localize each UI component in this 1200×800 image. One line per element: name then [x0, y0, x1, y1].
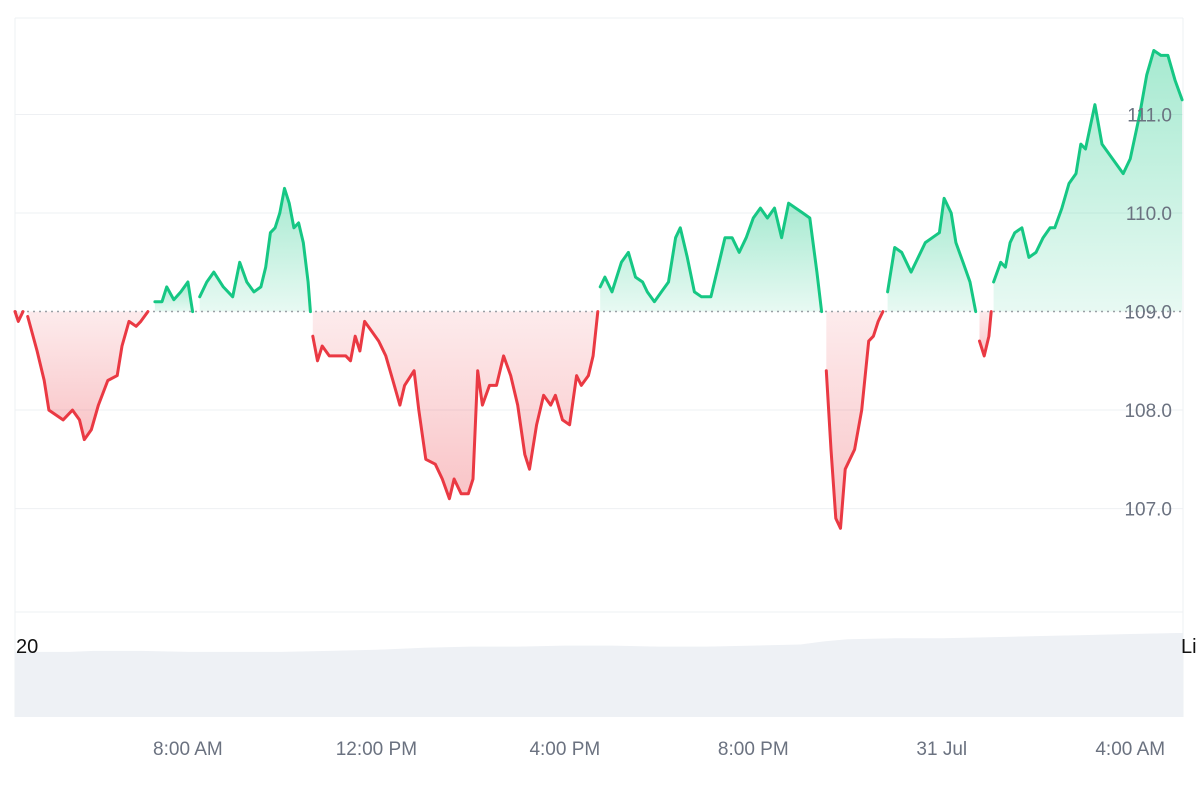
area-below-baseline	[27, 311, 148, 440]
volume-area	[15, 633, 1183, 717]
right-edge-label: Li	[1181, 636, 1197, 658]
x-tick-label: 12:00 PM	[336, 739, 417, 760]
y-axis-ticks: 111.0 110.0 109.0 108.0 107.0	[1124, 106, 1172, 521]
line-segment-down	[311, 310, 600, 501]
x-tick-label: 4:00 PM	[529, 739, 600, 760]
line-segment-up	[598, 201, 824, 314]
left-edge-label: 20	[16, 636, 38, 658]
y-tick-label: 111.0	[1127, 106, 1172, 127]
area-above-baseline	[887, 198, 976, 312]
line-segment-up	[153, 280, 195, 314]
line-segment-down	[824, 310, 885, 530]
area-below-baseline	[312, 311, 598, 499]
chart-grid	[14, 17, 1184, 717]
line-segment-up	[992, 49, 1184, 284]
line-segment-up	[198, 186, 312, 314]
x-axis-ticks: 8:00 AM 12:00 PM 4:00 PM 8:00 PM 31 Jul 4:00 …	[153, 739, 1165, 760]
price-areas	[15, 50, 1183, 529]
area-below-baseline	[979, 311, 992, 356]
y-tick-label: 107.0	[1124, 500, 1172, 521]
area-above-baseline	[600, 203, 822, 312]
volume-bars	[15, 633, 1183, 717]
x-tick-label: 4:00 AM	[1095, 739, 1165, 760]
area-above-baseline	[993, 50, 1183, 312]
line-segment-down	[13, 310, 25, 323]
y-tick-label: 110.0	[1126, 204, 1172, 225]
price-lines	[13, 49, 1184, 530]
line-segment-down	[26, 310, 150, 442]
area-above-baseline	[199, 188, 311, 312]
y-tick-label: 109.0	[1124, 303, 1172, 324]
x-tick-label: 31 Jul	[916, 739, 967, 760]
line-segment-down	[978, 310, 993, 358]
x-tick-label: 8:00 PM	[718, 739, 789, 760]
y-tick-label: 108.0	[1124, 401, 1172, 422]
x-tick-label: 8:00 AM	[153, 739, 223, 760]
line-segment-up	[886, 196, 978, 314]
area-below-baseline	[826, 311, 883, 529]
